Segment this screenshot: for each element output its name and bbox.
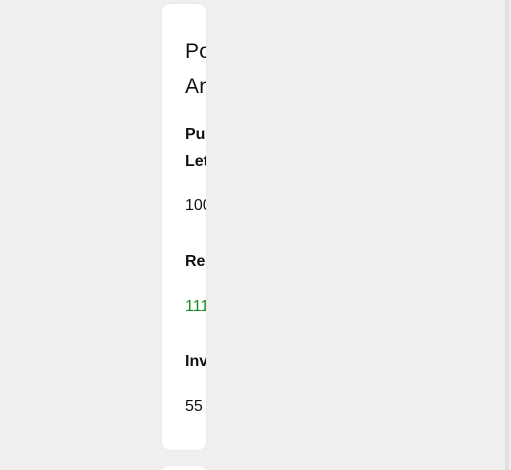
return-label: Re: [185, 253, 206, 270]
return-value: 111: [185, 298, 206, 315]
purchase-label: Pu Let: [185, 126, 206, 170]
investment-value: 55: [185, 398, 203, 415]
purchase-value: 100: [185, 197, 206, 214]
scrollbar-track[interactable]: [505, 0, 509, 470]
investment-label: Inv: [185, 353, 206, 370]
card-title: Po An: [185, 40, 206, 98]
next-card-edge: [162, 466, 206, 470]
portfolio-card: Po An Pu Let 100 Re 111 Inv 55: [162, 4, 206, 450]
